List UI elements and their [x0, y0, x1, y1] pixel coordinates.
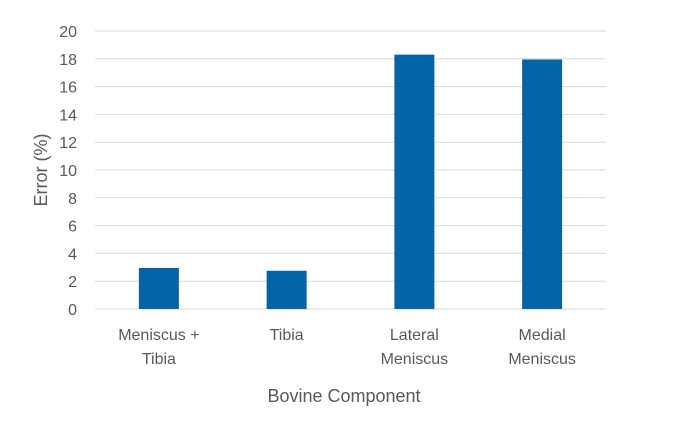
y-tick-labels: 0 2 4 6 8 10 12 14 16 18 20: [59, 24, 77, 319]
x-tick-label: Meniscus: [508, 351, 576, 368]
x-axis-title: Bovine Component: [267, 386, 420, 406]
x-tick-label: Tibia: [142, 351, 176, 368]
y-tick-label: 2: [68, 274, 77, 291]
bar: [266, 270, 307, 309]
x-tick-label: Tibia: [270, 327, 304, 344]
y-axis-title: Error (%): [31, 134, 51, 207]
y-tick-label: 14: [59, 107, 77, 124]
y-tick-label: 4: [68, 246, 77, 263]
bar: [394, 54, 435, 309]
y-tick-label: 10: [59, 163, 77, 180]
y-tick-label: 6: [68, 219, 77, 236]
x-tick-label: Medial: [519, 327, 566, 344]
x-tick-labels: Meniscus + Tibia Tibia Lateral Meniscus Media…: [118, 327, 576, 368]
x-tick-label: Lateral: [390, 327, 439, 344]
x-tick-label: Meniscus: [381, 351, 449, 368]
bars: [138, 54, 563, 310]
y-tick-label: 18: [59, 52, 77, 69]
y-tick-label: 20: [59, 24, 77, 41]
y-tick-label: 8: [68, 191, 77, 208]
y-tick-label: 12: [59, 135, 77, 152]
y-tick-label: 0: [68, 302, 77, 319]
bar: [522, 59, 563, 310]
bar: [138, 267, 179, 309]
gridlines: [95, 30, 606, 310]
y-tick-label: 16: [59, 80, 77, 97]
x-tick-label: Meniscus +: [118, 327, 199, 344]
